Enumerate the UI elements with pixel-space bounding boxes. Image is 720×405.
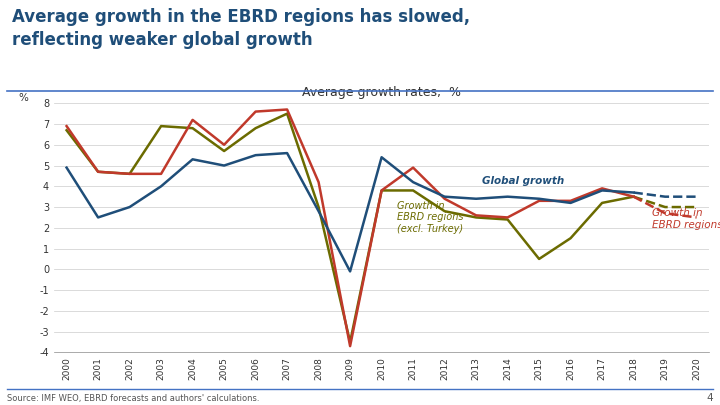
Text: %: % — [18, 93, 28, 103]
Text: Global growth: Global growth — [482, 176, 564, 186]
Text: Growth in
EBRD regions: Growth in EBRD regions — [652, 208, 720, 230]
Text: 4: 4 — [706, 393, 713, 403]
Text: Source: IMF WEO, EBRD forecasts and authors' calculations.: Source: IMF WEO, EBRD forecasts and auth… — [7, 394, 260, 403]
Title: Average growth rates,  %: Average growth rates, % — [302, 86, 461, 99]
Text: Growth in
EBRD regions
(excl. Turkey): Growth in EBRD regions (excl. Turkey) — [397, 201, 464, 234]
Text: Average growth in the EBRD regions has slowed,
reflecting weaker global growth: Average growth in the EBRD regions has s… — [12, 9, 470, 49]
